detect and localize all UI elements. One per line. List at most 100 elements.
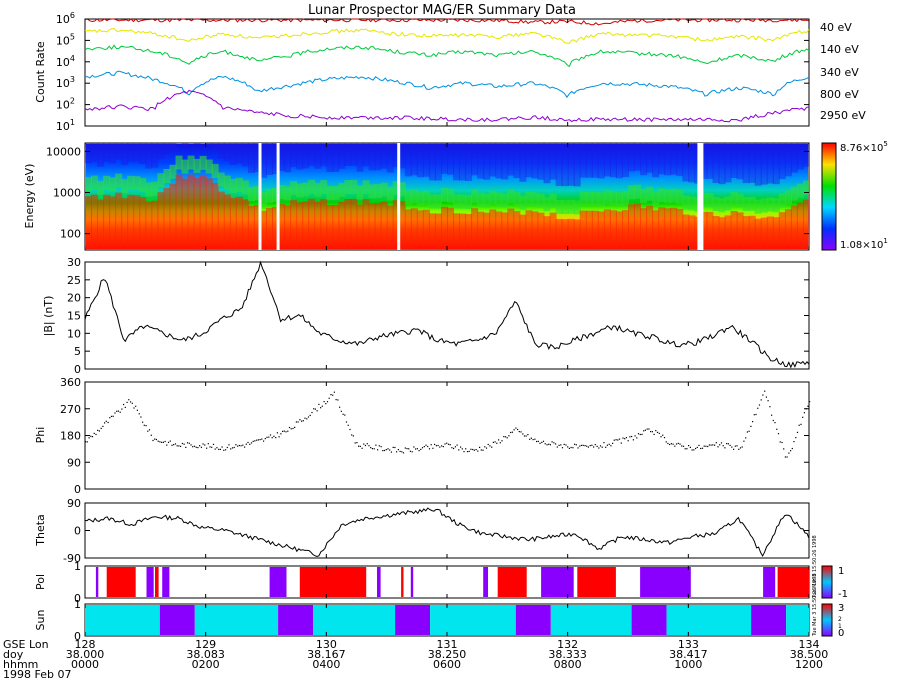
phi-point — [674, 445, 676, 447]
phi-point — [527, 434, 529, 436]
phi-point — [434, 443, 436, 445]
phi-point — [631, 435, 633, 438]
phi-point — [584, 445, 586, 447]
spectrogram-band — [422, 190, 430, 205]
spectrogram-band — [350, 179, 358, 194]
spectrogram-top — [115, 143, 123, 160]
phi-point — [485, 447, 488, 449]
phi-point — [271, 437, 273, 439]
spectrogram-band — [525, 191, 533, 206]
phi-point — [689, 446, 691, 448]
spectrogram-top — [266, 143, 273, 175]
spectrogram-top — [724, 143, 732, 183]
phi-point — [313, 408, 315, 410]
spectrogram-top — [235, 143, 243, 164]
x-tick-doy: 38.250 — [428, 648, 467, 661]
phi-point — [779, 441, 781, 443]
spectrogram-column — [211, 182, 219, 250]
phi-point — [180, 445, 182, 447]
x-tick-hhmm: 0200 — [192, 658, 220, 671]
spectrogram-column — [790, 205, 798, 250]
sun-segment — [85, 605, 160, 635]
phi-point — [790, 450, 792, 452]
phi-point — [555, 443, 557, 445]
spectrogram-top — [652, 143, 660, 178]
phi-point — [254, 440, 256, 442]
phi-point — [807, 405, 809, 407]
spectrogram-column — [561, 219, 569, 250]
phi-point — [771, 414, 773, 416]
phi-point — [174, 443, 177, 445]
sun-segment — [159, 605, 195, 635]
spectrogram-band — [338, 182, 346, 197]
phi-point — [275, 437, 277, 439]
phi-point — [237, 445, 239, 447]
phi-point — [734, 445, 736, 447]
spectrogram-data-gap — [276, 143, 280, 250]
spectrogram-top — [676, 143, 684, 176]
phi-point — [695, 447, 697, 450]
phi-point — [605, 446, 607, 448]
spectrogram-column — [253, 205, 261, 250]
phi-point — [726, 443, 728, 445]
phi-point — [181, 442, 183, 445]
phi-point — [192, 446, 194, 448]
phi-point — [316, 410, 318, 412]
phi-point — [603, 442, 605, 444]
phi-point — [644, 429, 646, 431]
x-tick-lon: 133 — [678, 638, 699, 651]
polarity-segment — [269, 567, 287, 597]
phi-panel — [84, 381, 810, 490]
phi-point — [250, 442, 253, 444]
phi-point — [166, 444, 168, 446]
phi-point — [420, 448, 422, 450]
phi-point — [288, 426, 291, 429]
b-magnitude-line — [84, 260, 810, 369]
phi-point — [347, 424, 349, 426]
phi-point — [781, 441, 783, 444]
phi-point — [257, 439, 259, 441]
spectrogram-column — [803, 199, 809, 250]
phi-point — [119, 411, 121, 413]
spectrogram-top — [356, 143, 364, 172]
count-rate-ylabel: Count Rate — [34, 41, 47, 103]
spectrogram-band — [332, 185, 340, 200]
count-rate-series-line — [84, 28, 810, 44]
phi-point — [508, 435, 510, 437]
phi-point — [206, 447, 208, 449]
phi-point — [283, 430, 285, 432]
phi-y-tick-label: 270 — [60, 403, 81, 416]
spectrogram-data-gap — [697, 143, 704, 250]
phi-point — [145, 425, 147, 427]
phi-point — [157, 440, 159, 442]
phi-point — [594, 444, 596, 446]
phi-point — [762, 394, 764, 396]
spectrogram-top — [253, 143, 261, 173]
polarity-segment — [577, 567, 616, 597]
spectrogram-column — [175, 174, 183, 250]
phi-point — [278, 436, 280, 438]
phi-point — [468, 450, 470, 452]
phi-point — [793, 441, 795, 443]
phi-point — [415, 448, 417, 450]
spectrogram-column — [133, 195, 141, 250]
phi-point — [739, 447, 742, 449]
spectrogram-top — [447, 143, 454, 175]
phi-point — [622, 437, 624, 439]
phi-point — [340, 410, 342, 412]
phi-point — [363, 443, 365, 445]
phi-point — [714, 444, 716, 446]
phi-point — [401, 451, 403, 453]
spectrogram-column — [121, 198, 129, 250]
spectrogram-band — [157, 173, 165, 188]
phi-point — [463, 451, 465, 453]
phi-point — [667, 442, 669, 445]
phi-point — [601, 446, 603, 448]
spectrogram-column — [223, 194, 231, 250]
phi-point — [598, 447, 600, 449]
phi-point — [465, 448, 467, 450]
spectrogram-top — [193, 143, 201, 145]
spectrogram-top — [784, 143, 792, 177]
sun-segment — [430, 605, 516, 635]
spectrogram-top — [302, 143, 310, 169]
